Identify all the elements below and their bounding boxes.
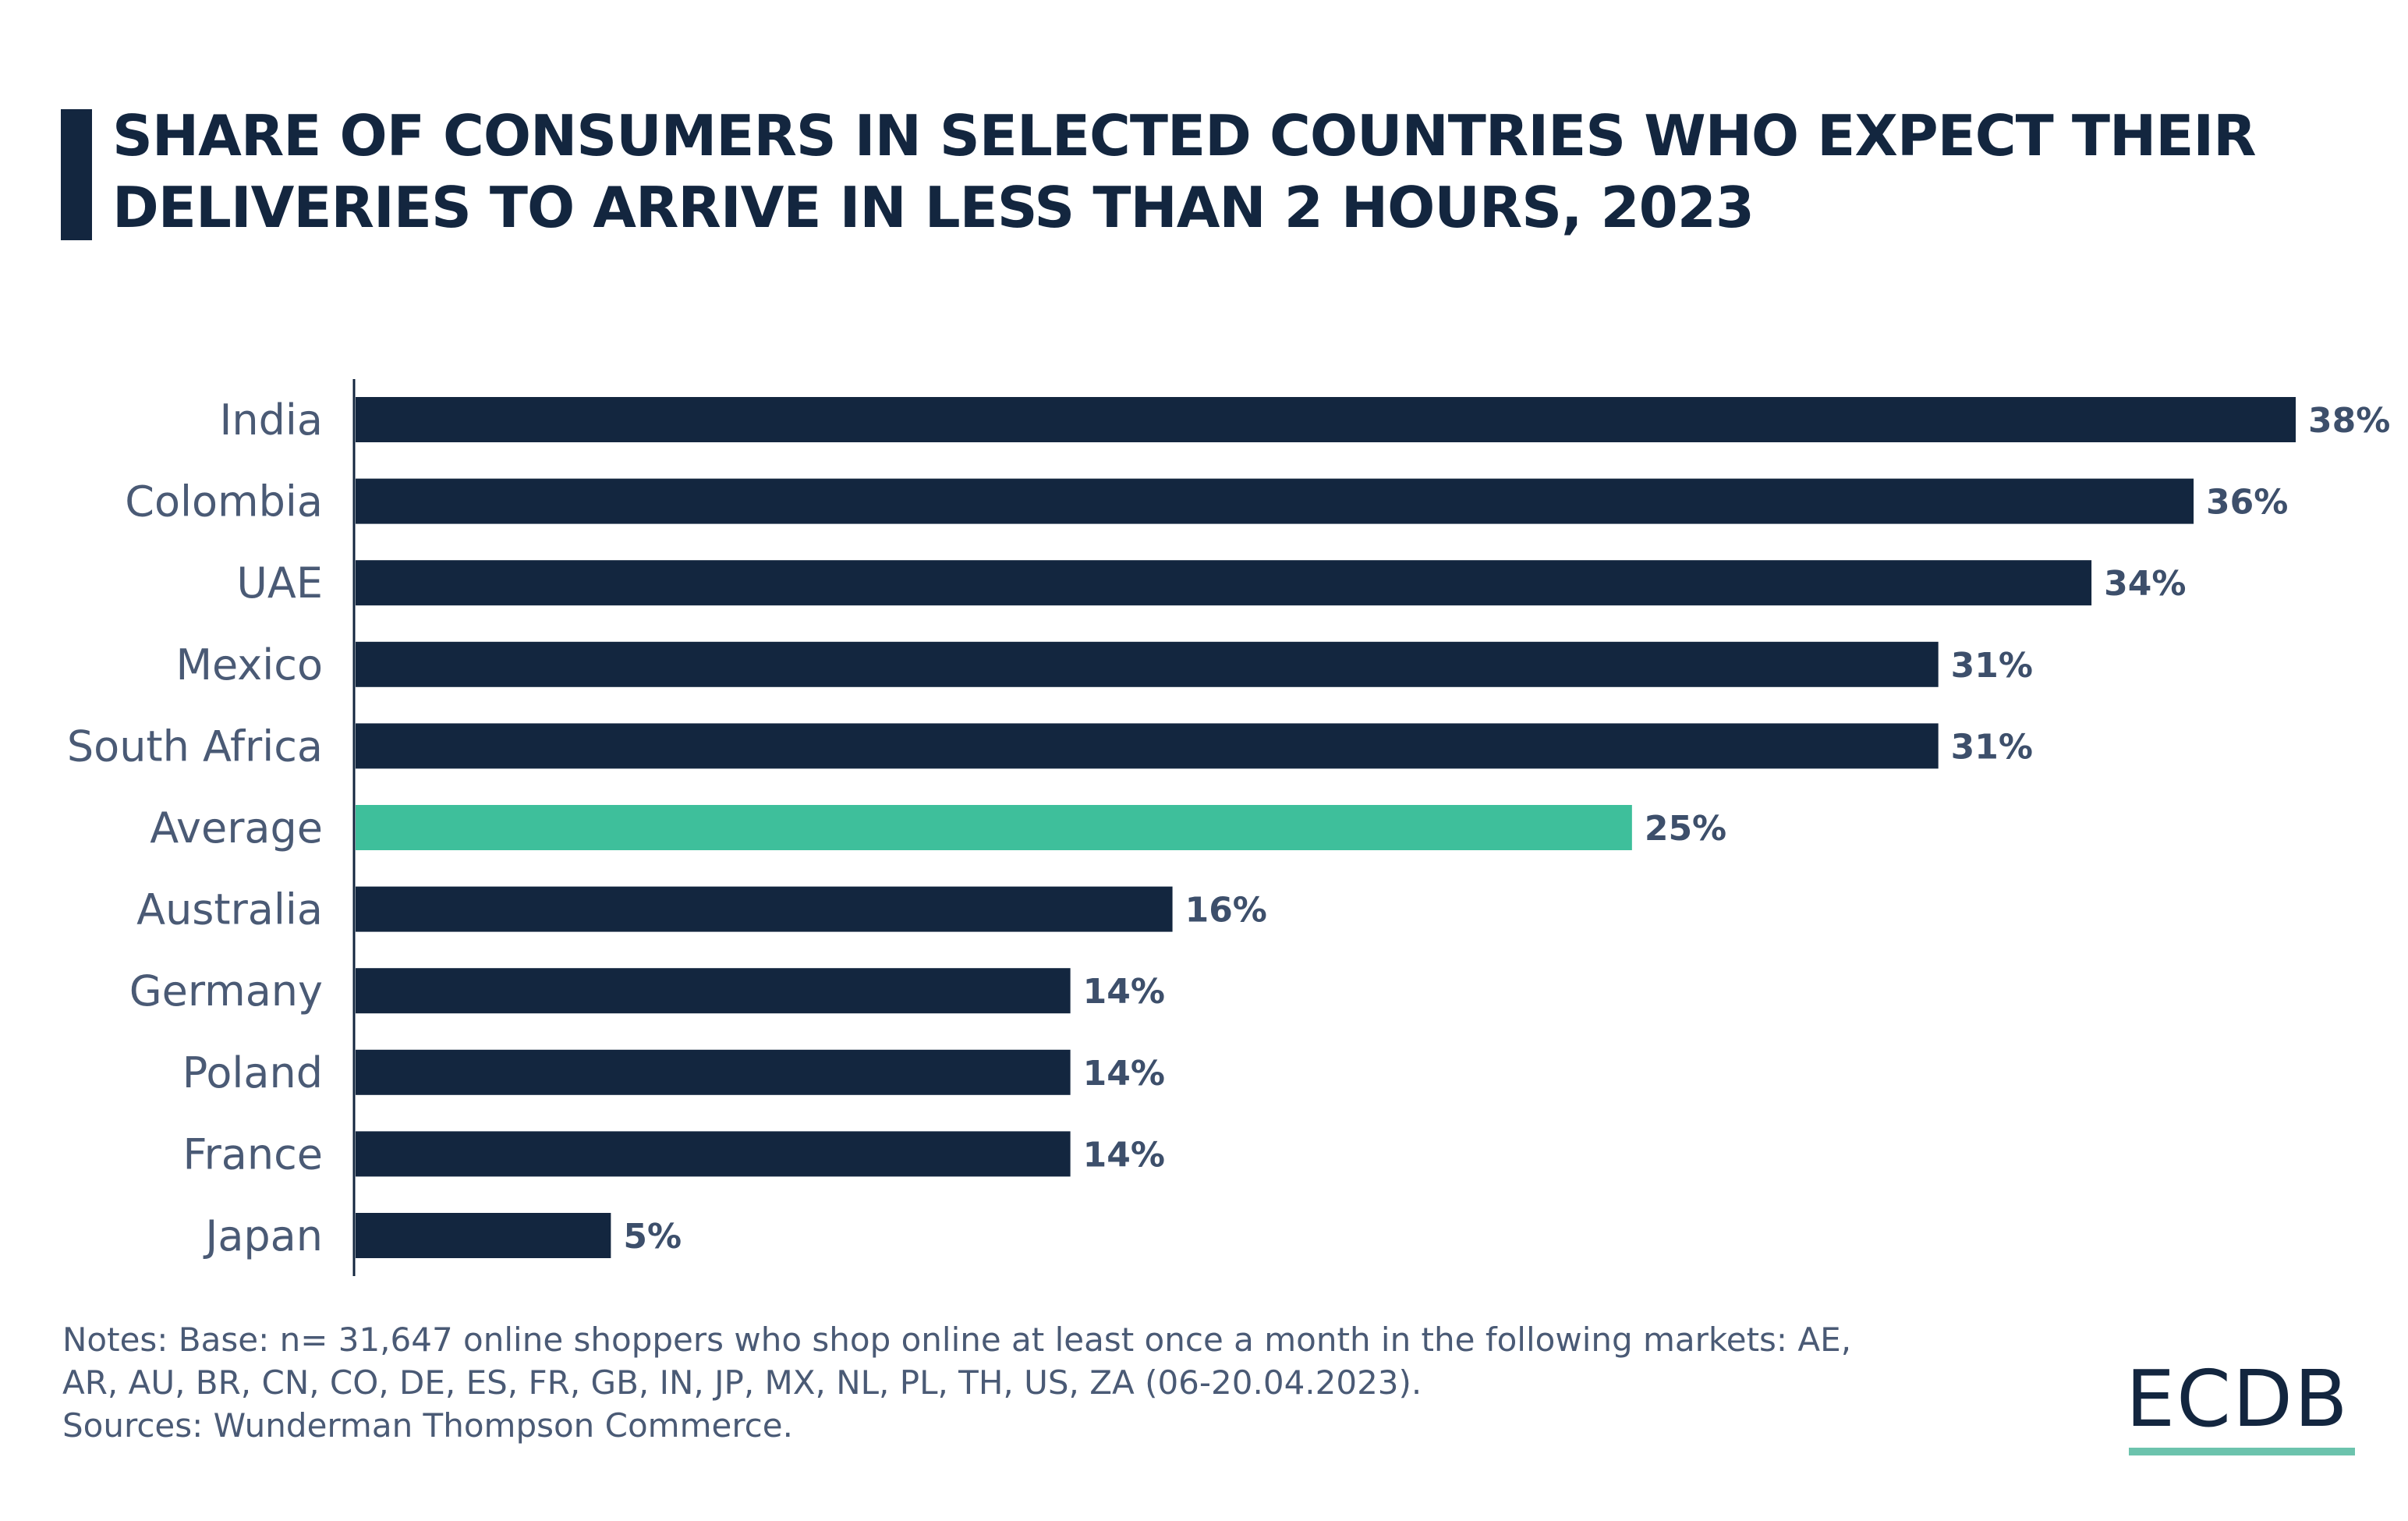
category-label: Colombia — [125, 477, 323, 526]
value-label: 14% — [1083, 1135, 1165, 1175]
value-label: 5% — [623, 1217, 682, 1257]
category-label: Australia — [136, 885, 323, 934]
category-label: France — [182, 1129, 323, 1179]
logo-underline — [2129, 1448, 2355, 1455]
category-label: Mexico — [175, 640, 323, 690]
sources-line: Sources: Wunderman Thompson Commerce. — [62, 1406, 793, 1445]
chart-title: SHARE OF CONSUMERS IN SELECTED COUNTRIES… — [112, 103, 2257, 240]
value-label: 31% — [1951, 646, 2033, 686]
notes-line: AR, AU, BR, CN, CO, DE, ES, FR, GB, IN, … — [62, 1363, 1422, 1402]
value-label: 16% — [1185, 891, 1267, 931]
category-label: Germany — [129, 966, 323, 1016]
value-label: 14% — [1083, 1054, 1165, 1094]
bar-australia — [356, 886, 1173, 932]
category-label: India — [219, 395, 323, 445]
bar-france — [356, 1131, 1071, 1177]
bar-india — [356, 397, 2296, 442]
bar-poland — [356, 1049, 1071, 1095]
bar-average — [356, 805, 1632, 850]
bar-mexico — [356, 641, 1939, 687]
bar-south-africa — [356, 723, 1939, 769]
bar-colombia — [356, 478, 2194, 524]
bar-germany — [356, 968, 1071, 1014]
bar-uae — [356, 560, 2092, 606]
category-label: Poland — [182, 1048, 323, 1097]
title-accent-bar — [61, 109, 92, 240]
value-label: 34% — [2104, 564, 2186, 604]
category-label: Average — [150, 803, 323, 853]
notes-line: Notes: Base: n= 31,647 online shoppers w… — [62, 1321, 1852, 1359]
bar-japan — [356, 1213, 611, 1258]
category-label: Japan — [203, 1211, 323, 1260]
value-label: 25% — [1645, 809, 1726, 849]
value-label: 31% — [1951, 727, 2033, 767]
ecdb-logo: ECDB — [2126, 1353, 2350, 1445]
chart-notes: Notes: Base: n= 31,647 online shoppers w… — [62, 1318, 2012, 1447]
value-label: 36% — [2206, 483, 2288, 523]
value-label: 14% — [1083, 972, 1165, 1012]
category-label: UAE — [236, 558, 323, 608]
category-label: South Africa — [67, 722, 323, 771]
value-label: 38% — [2308, 401, 2390, 441]
